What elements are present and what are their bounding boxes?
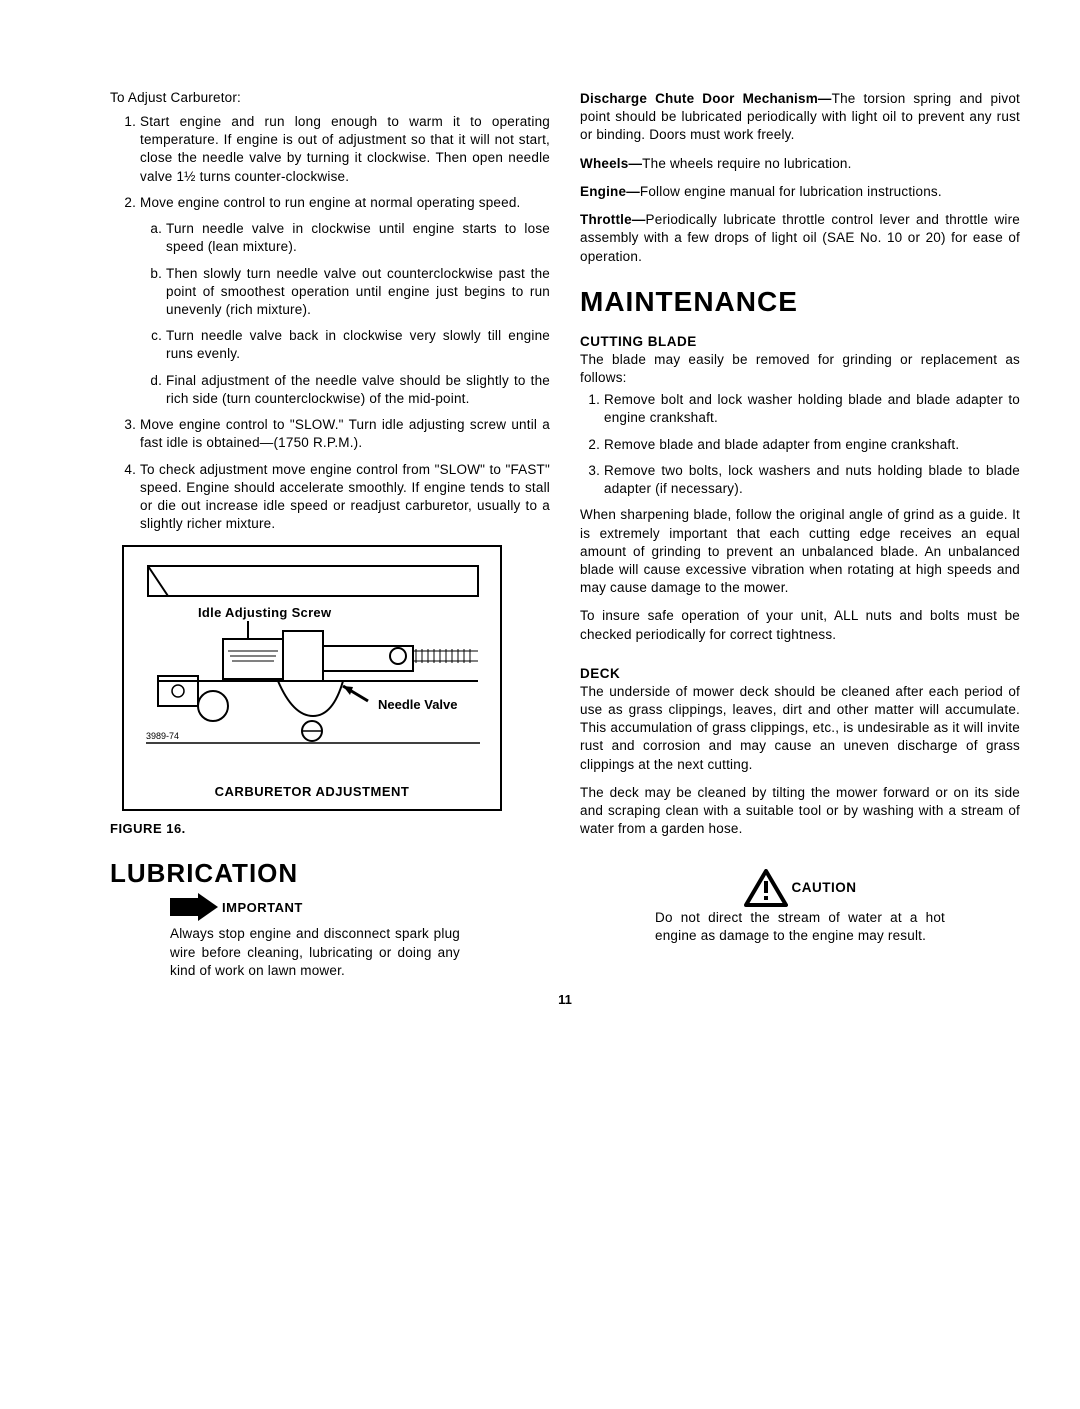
engine-para: Engine—Follow engine manual for lubricat… <box>580 183 1020 201</box>
right-column: Discharge Chute Door Mechanism—The torsi… <box>580 90 1020 980</box>
left-column: To Adjust Carburetor: Start engine and r… <box>110 90 550 980</box>
step-4: To check adjustment move engine control … <box>140 461 550 534</box>
caution-label: CAUTION <box>792 880 857 895</box>
deck-p2: The deck may be cleaned by tilting the m… <box>580 784 1020 839</box>
carburetor-figure: Idle Adjusting Screw <box>122 545 502 811</box>
svg-text:Idle Adjusting Screw: Idle Adjusting Screw <box>198 605 332 620</box>
page-number: 11 <box>110 992 1020 1007</box>
engine-bold: Engine— <box>580 184 640 199</box>
caution-triangle-icon <box>744 869 788 907</box>
throttle-rest: Periodically lubricate throttle control … <box>580 212 1020 263</box>
columns: To Adjust Carburetor: Start engine and r… <box>110 90 1020 980</box>
cutting-intro: The blade may easily be removed for grin… <box>580 351 1020 387</box>
sharpening-para: When sharpening blade, follow the origin… <box>580 506 1020 597</box>
engine-rest: Follow engine manual for lubrication ins… <box>640 184 942 199</box>
caution-text: Do not direct the stream of water at a h… <box>655 909 945 945</box>
discharge-bold: Discharge Chute Door Mechanism— <box>580 91 832 106</box>
cutting-step-1: Remove bolt and lock washer holding blad… <box>604 391 1020 427</box>
caution-row: CAUTION <box>580 869 1020 907</box>
safe-operation-para: To insure safe operation of your unit, A… <box>580 607 1020 643</box>
step-1: Start engine and run long enough to warm… <box>140 113 550 186</box>
lubrication-heading: LUBRICATION <box>110 858 550 889</box>
figure-16-caption: FIGURE 16. <box>110 821 550 836</box>
step-2-substeps: Turn needle valve in clockwise until eng… <box>140 220 550 408</box>
substep-a: Turn needle valve in clockwise until eng… <box>166 220 550 256</box>
substep-c: Turn needle valve back in clockwise very… <box>166 327 550 363</box>
substep-b: Then slowly turn needle valve out counte… <box>166 265 550 320</box>
discharge-para: Discharge Chute Door Mechanism—The torsi… <box>580 90 1020 145</box>
throttle-bold: Throttle— <box>580 212 646 227</box>
maintenance-heading: MAINTENANCE <box>580 286 1020 318</box>
important-label: IMPORTANT <box>222 900 303 915</box>
important-arrow-icon <box>198 893 218 921</box>
deck-heading: DECK <box>580 666 1020 681</box>
carburetor-diagram: Idle Adjusting Screw <box>138 561 488 771</box>
substep-d: Final adjustment of the needle valve sho… <box>166 372 550 408</box>
svg-text:Needle Valve: Needle Valve <box>378 697 458 712</box>
adjust-carburetor-title: To Adjust Carburetor: <box>110 90 550 105</box>
manual-page: To Adjust Carburetor: Start engine and r… <box>0 0 1080 1409</box>
svg-text:3989-74: 3989-74 <box>146 731 179 741</box>
cutting-step-3: Remove two bolts, lock washers and nuts … <box>604 462 1020 498</box>
cutting-blade-heading: CUTTING BLADE <box>580 334 1020 349</box>
step-2: Move engine control to run engine at nor… <box>140 194 550 408</box>
wheels-rest: The wheels require no lubrication. <box>642 156 851 171</box>
step-3: Move engine control to "SLOW." Turn idle… <box>140 416 550 452</box>
deck-p1: The underside of mower deck should be cl… <box>580 683 1020 774</box>
wheels-bold: Wheels— <box>580 156 642 171</box>
important-text: Always stop engine and disconnect spark … <box>170 925 460 980</box>
step-2-text: Move engine control to run engine at nor… <box>140 195 521 210</box>
throttle-para: Throttle—Periodically lubricate throttle… <box>580 211 1020 266</box>
wheels-para: Wheels—The wheels require no lubrication… <box>580 155 1020 173</box>
cutting-steps: Remove bolt and lock washer holding blad… <box>580 391 1020 498</box>
cutting-step-2: Remove blade and blade adapter from engi… <box>604 436 1020 454</box>
carburetor-caption: CARBURETOR ADJUSTMENT <box>138 784 486 799</box>
important-row: IMPORTANT <box>170 893 550 921</box>
carburetor-steps: Start engine and run long enough to warm… <box>110 113 550 533</box>
